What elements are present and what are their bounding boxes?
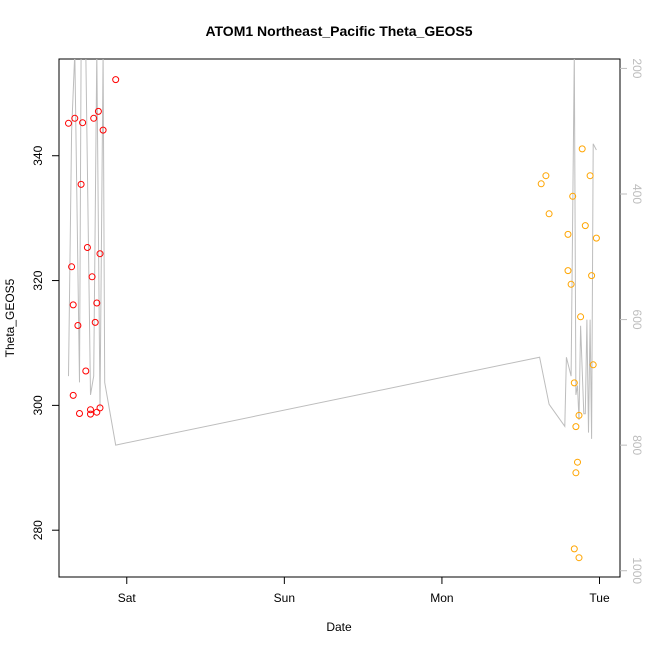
y-tick-label: 300 (31, 395, 45, 415)
data-point (586, 172, 594, 180)
x-tick-label: Sat (118, 591, 137, 605)
data-point (564, 230, 572, 238)
data-point (76, 410, 83, 417)
x-tick-label: Tue (589, 591, 610, 605)
data-point (589, 361, 597, 369)
y2-axis: 200 400 600 800 1000 (620, 58, 644, 584)
y-tick-label: 320 (31, 270, 45, 290)
chart-title: ATOM1 Northeast_Pacific Theta_GEOS5 (205, 23, 472, 39)
data-point (87, 406, 94, 414)
data-point (69, 391, 77, 399)
x-axis-label: Date (326, 620, 352, 634)
y-tick-label: 340 (31, 145, 45, 165)
data-point (575, 411, 583, 419)
data-point (569, 192, 577, 200)
data-point (99, 126, 107, 134)
plot-frame (58, 58, 621, 578)
pressure-line (68, 59, 597, 446)
data-point (545, 210, 553, 218)
data-point (83, 244, 91, 251)
x-tick-label: Mon (430, 591, 453, 605)
data-point (93, 299, 101, 307)
x-tick-label: Sun (274, 591, 295, 605)
pressure-line-layer (68, 59, 597, 446)
data-point (94, 107, 102, 115)
data-point (537, 180, 545, 188)
data-point (82, 367, 90, 375)
y-axis-label: Theta_GEOS5 (3, 278, 17, 357)
data-point (542, 172, 550, 180)
y2-tick-label: 600 (630, 310, 644, 330)
y-tick-label: 280 (31, 520, 45, 540)
data-point (570, 379, 578, 387)
data-point (572, 423, 580, 431)
y2-tick-label: 1000 (630, 557, 644, 584)
y2-tick-label: 800 (630, 435, 644, 455)
data-point (77, 180, 85, 188)
points-layer (65, 76, 600, 562)
data-point (575, 554, 583, 562)
data-point (96, 250, 104, 258)
data-point (564, 267, 572, 275)
y-axis: 280 300 320 340 (31, 145, 59, 540)
data-point (572, 469, 580, 477)
data-point (96, 404, 104, 412)
data-point (112, 76, 120, 84)
y2-tick-label: 400 (630, 184, 644, 204)
data-point (592, 234, 600, 242)
data-point (90, 114, 98, 122)
data-point (71, 114, 79, 122)
data-point (574, 458, 581, 466)
data-point (570, 545, 578, 553)
data-point (65, 119, 72, 127)
x-axis: Sat Sun Mon Tue (118, 577, 610, 605)
data-point (567, 280, 575, 288)
data-point (79, 119, 87, 127)
y2-tick-label: 200 (630, 58, 644, 78)
data-point (68, 263, 76, 271)
data-point (581, 222, 589, 230)
data-point (578, 145, 586, 153)
data-point (74, 322, 82, 329)
data-point (87, 410, 94, 418)
data-point (577, 313, 585, 321)
data-point (69, 301, 77, 309)
data-point (588, 272, 596, 280)
data-point (91, 318, 99, 326)
data-point (88, 273, 96, 281)
